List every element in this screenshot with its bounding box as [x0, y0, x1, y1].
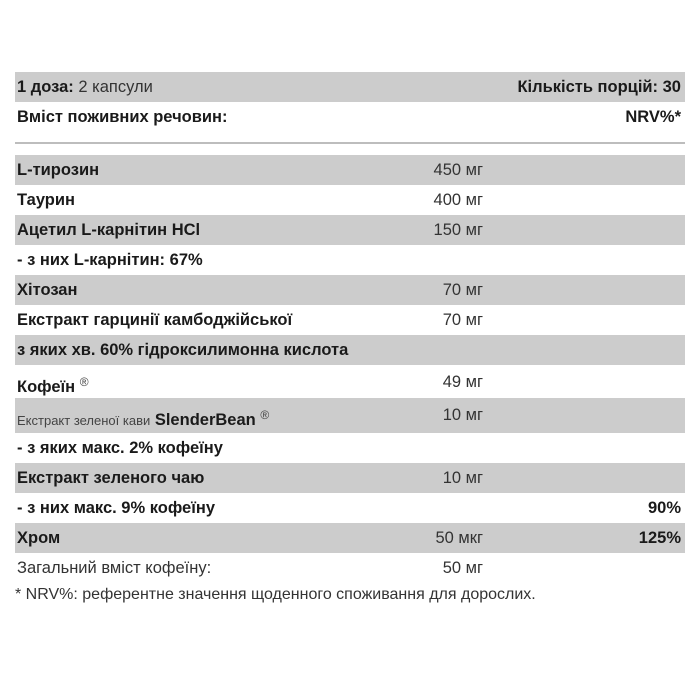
divider [15, 142, 685, 144]
nutrient-name: Ацетил L-карнітин HCl [17, 221, 201, 239]
table-row: Хром 50 мкг 125% [15, 523, 685, 553]
table-row: Екстракт зеленої кави SlenderBean ® 10 мг [15, 398, 685, 433]
nutrient-name: Таурин [17, 191, 75, 209]
table-row: Ацетил L-карнітин HCl 150 мг [15, 215, 685, 245]
footnote: * NRV%: референтне значення щоденного сп… [15, 586, 536, 603]
content-header-row: Вміст поживних речовин: NRV%* [15, 102, 685, 132]
nutrient-name: L-тирозин [17, 161, 100, 179]
nutrient-table: L-тирозин 450 мг Таурин 400 мг Ацетил L-ка… [15, 155, 685, 583]
nutrient-amount: 400 мг [433, 191, 483, 209]
nutrient-name: Екстракт зеленого чаю [17, 469, 205, 487]
table-row: Загальний вміст кофеїну: 50 мг [15, 553, 685, 583]
nutrient-amount: 150 мг [433, 221, 483, 239]
serving-row: 1 доза: 2 капсули Кількість порцій: 30 [15, 72, 685, 102]
nutrient-amount: 49 мг [442, 373, 483, 391]
dose-text: 1 доза: 2 капсули [17, 78, 153, 96]
nrv-header: NRV%* [625, 108, 681, 126]
nutrient-amount: 10 мг [442, 469, 483, 487]
nutrient-name: Кофеїн ® [17, 375, 89, 396]
content-label: Вміст поживних речовин: [17, 108, 228, 126]
nutrient-name: з яких хв. 60% гідроксилимонна кислота [17, 341, 349, 359]
nutrient-amount: 70 мг [442, 281, 483, 299]
registered-mark: ® [260, 408, 270, 422]
nutrient-name: - з яких макс. 2% кофеїну [17, 439, 223, 457]
nutrient-name: Хром [17, 529, 61, 547]
nutrient-amount: 450 мг [433, 161, 483, 179]
nutrient-amount: 10 мг [442, 406, 483, 424]
nutrient-amount: 50 мкг [435, 529, 483, 547]
nutrient-nrv: 90% [647, 499, 681, 517]
table-row: з яких хв. 60% гідроксилимонна кислота [15, 335, 685, 365]
table-row: - з них макс. 9% кофеїну 90% [15, 493, 685, 523]
servings-count: Кількість порцій: 30 [517, 78, 681, 96]
table-row: Екстракт зеленого чаю 10 мг [15, 463, 685, 493]
nutrient-nrv: 125% [638, 529, 681, 547]
serving-header: 1 доза: 2 капсули Кількість порцій: 30 В… [15, 72, 685, 132]
table-row: - з яких макс. 2% кофеїну [15, 433, 685, 463]
nutrient-name: Хітозан [17, 281, 78, 299]
nutrient-name: - з них макс. 9% кофеїну [17, 499, 216, 517]
table-row: Таурин 400 мг [15, 185, 685, 215]
nutrient-name: - з них L-карнітин: 67% [17, 251, 203, 269]
nutrient-name: Екстракт гарцинії камбоджійської [17, 311, 293, 329]
table-row: - з них L-карнітин: 67% [15, 245, 685, 275]
nutrient-name: Екстракт зеленої кави SlenderBean ® [17, 408, 270, 429]
nutrient-amount: 70 мг [442, 311, 483, 329]
table-row: Екстракт гарцинії камбоджійської 70 мг [15, 305, 685, 335]
table-row: Кофеїн ® 49 мг [15, 365, 685, 398]
nutrient-name: Загальний вміст кофеїну: [17, 559, 212, 577]
table-row: L-тирозин 450 мг [15, 155, 685, 185]
table-row: Хітозан 70 мг [15, 275, 685, 305]
nutrient-amount: 50 мг [442, 559, 483, 577]
registered-mark: ® [79, 375, 89, 389]
